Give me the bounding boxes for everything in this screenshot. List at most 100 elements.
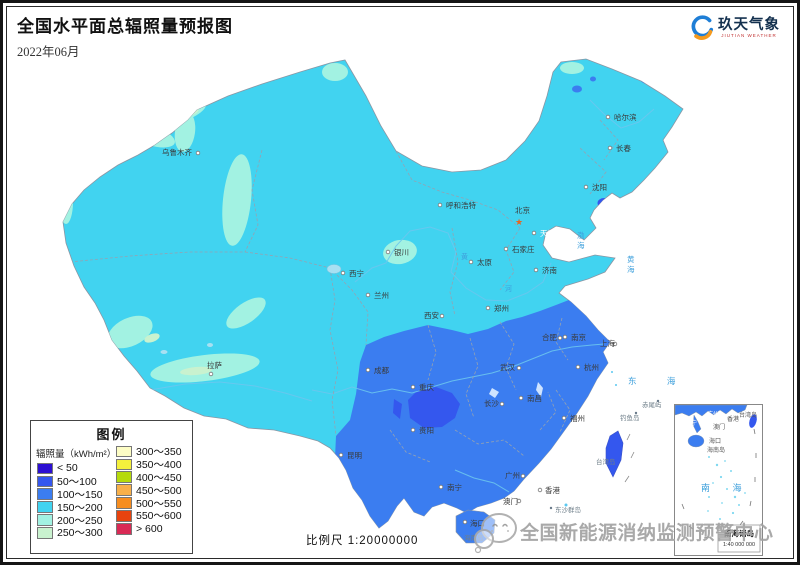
city-label: 南宁: [447, 482, 462, 492]
city-label: 兰州: [374, 290, 389, 300]
inset-place-label: 广州: [707, 410, 719, 418]
legend-row: 400～450: [116, 471, 182, 484]
inset-caption-box: 南海诸岛 1:40 000 000: [717, 524, 761, 553]
legend-row: 250～300: [37, 526, 103, 539]
city-label: 呼和浩特: [446, 200, 476, 210]
island-label: 台湾岛: [596, 457, 616, 466]
city-marker: [340, 270, 346, 276]
lakes: [160, 264, 543, 398]
legend-box: 图例 辐照量（kWh/m²） < 50 50～100 100～150 150～200 2…: [30, 420, 193, 554]
legend-range-label: 500～550: [136, 497, 182, 510]
province-boundaries: [69, 119, 619, 463]
city-label: 沈阳: [592, 182, 607, 192]
legend-row: 50～100: [37, 475, 103, 488]
city-label: 广州: [505, 470, 520, 480]
inset-place-label: 台湾岛: [739, 411, 757, 419]
legend-swatch: [116, 445, 132, 458]
city-label: 太原: [477, 257, 492, 267]
legend-row: > 600: [116, 522, 182, 535]
city-label: 济南: [542, 265, 557, 275]
legend-swatch: [116, 497, 132, 509]
page-title: 全国水平面总辐照量预报图: [17, 17, 233, 36]
inset-place-label: 海口: [709, 437, 721, 445]
legend-row: < 50: [37, 462, 103, 475]
city-label: 北京: [515, 205, 530, 215]
city-marker: [410, 384, 416, 390]
city-marker: [195, 150, 201, 156]
legend-swatch: [116, 458, 132, 471]
legend-range-label: 450～500: [136, 484, 182, 497]
island-dot: [634, 411, 638, 415]
land-region-50-100: [393, 387, 460, 428]
legend-row: 200～250: [37, 514, 103, 527]
legend-swatch: [37, 514, 53, 526]
island-label: 东沙群岛: [555, 505, 581, 514]
cloud-mascot-icon: [474, 513, 517, 554]
city-label: 昆明: [347, 451, 362, 460]
city-marker: [385, 249, 391, 255]
logo-subtitle: JIUTIAN WEATHER: [721, 33, 777, 38]
city-label: 合肥: [542, 332, 557, 342]
city-marker: [365, 367, 371, 373]
city-marker: [208, 371, 214, 377]
legend-swatch: [37, 527, 53, 539]
river-labels: 黄河: [461, 252, 512, 293]
city-marker: [499, 401, 505, 407]
river-name-char: 黄: [461, 252, 468, 261]
city-marker: [557, 335, 563, 341]
legend-column-left: < 50 50～100 100～150 150～200 200～250 250～300: [37, 462, 103, 539]
city-marker: [410, 427, 416, 433]
legend-swatch: [37, 501, 53, 513]
legend-swatch: [37, 475, 53, 488]
city-marker: [518, 395, 524, 401]
sea-label: 东 海: [628, 376, 689, 386]
island-label: 赤尾屿: [642, 400, 662, 409]
city-marker: [561, 415, 567, 421]
legend-range-label: 300～350: [136, 445, 182, 458]
swirl-logo-icon: [691, 15, 714, 40]
city-marker: [365, 292, 371, 298]
legend-range-label: 400～450: [136, 471, 182, 484]
watermark-text: 全国新能源消纳监测预警中心: [520, 522, 774, 544]
city-marker: [533, 267, 539, 273]
city-label: 杭州: [584, 362, 599, 372]
island-label: 钓鱼岛: [620, 413, 640, 422]
city-label: 天津: [540, 229, 555, 238]
city-label: 银川: [394, 248, 409, 257]
city-marker: [531, 230, 537, 236]
city-label: 海口: [470, 518, 485, 528]
city-label: 乌鲁木齐: [162, 147, 192, 157]
city-marker: [612, 341, 618, 347]
legend-row: 450～500: [116, 484, 182, 497]
city-label: 福州: [570, 414, 585, 423]
city-marker: [485, 305, 491, 311]
legend-unit-label: 辐照量（kWh/m²）: [36, 449, 117, 460]
land-region-200-250: [63, 62, 584, 383]
inset-coast: [674, 404, 748, 417]
legend-swatch: [116, 471, 132, 483]
city-label: 西安: [424, 310, 439, 320]
city-label: 西宁: [349, 268, 364, 278]
taiwan-island: [605, 430, 624, 478]
scale-bar-label: 比例尺 1:20000000: [306, 535, 419, 547]
city-marker: [516, 498, 522, 504]
city-label: 香港: [545, 485, 560, 495]
legend-swatch: [116, 523, 132, 535]
inset-leizhou: [692, 414, 702, 434]
legend-row: 550～600: [116, 509, 182, 522]
city-marker: [338, 452, 344, 458]
city-label: 长沙: [484, 398, 499, 408]
legend-row: 350～400: [116, 458, 182, 471]
inset-taiwan: [749, 414, 757, 428]
legend-range-label: > 600: [136, 522, 163, 535]
inset-place-label: 澳门: [713, 423, 725, 431]
city-label: 石家庄: [512, 244, 535, 254]
island-dot: [549, 506, 553, 510]
inset-place-label: 香港: [727, 415, 739, 423]
city-marker: [562, 334, 568, 340]
